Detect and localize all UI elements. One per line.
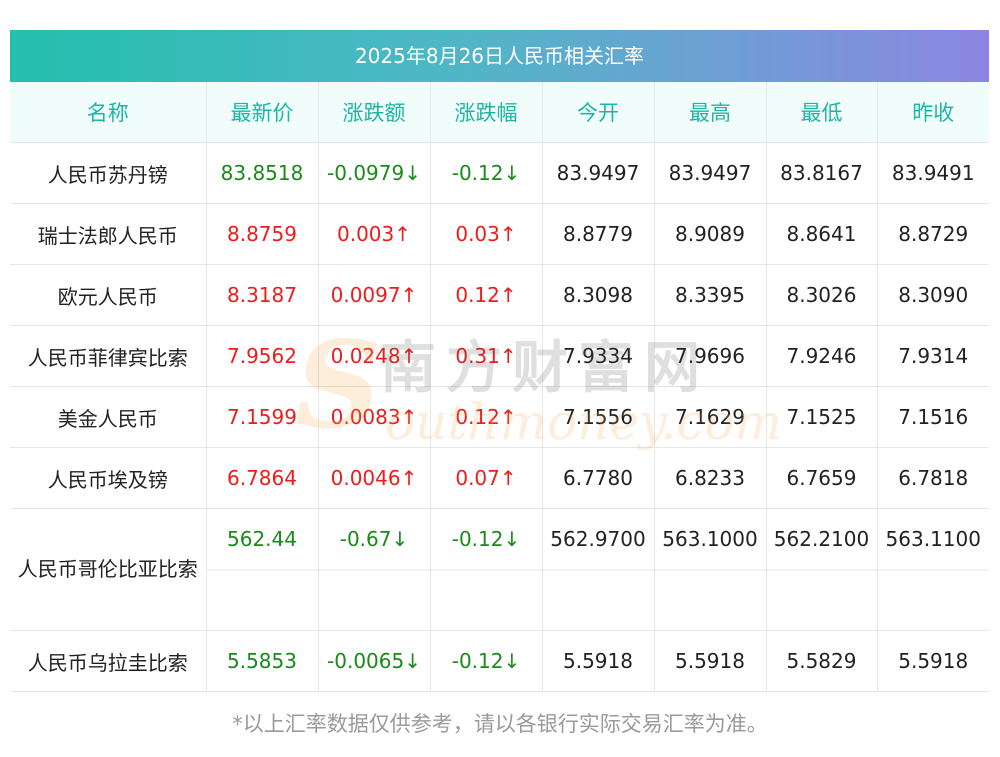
cell-low: 8.3026 xyxy=(766,264,878,326)
disclaimer-footer: *以上汇率数据仅供参考，请以各银行实际交易汇率为准。 xyxy=(232,712,768,736)
cell-prev-close: 5.5918 xyxy=(877,630,989,692)
table-row: 人民币埃及镑 6.7864 0.0046↑ 0.07↑ 6.7780 6.8233 6.76… xyxy=(10,447,989,509)
cell-change-pct: 0.12↑ xyxy=(430,386,543,448)
cell-latest: 7.9562 xyxy=(205,325,319,387)
cell-latest: 83.8518 xyxy=(205,142,319,204)
cell-name: 欧元人民币 xyxy=(10,264,206,326)
header-low: 最低 xyxy=(766,82,878,143)
cell-low: 6.7659 xyxy=(766,447,878,509)
cell-change: -0.67↓ xyxy=(318,508,431,631)
cell-change-pct: -0.12↓ xyxy=(430,508,543,631)
cell-change: 0.0097↑ xyxy=(318,264,431,326)
cell-open: 5.5918 xyxy=(542,630,655,692)
exchange-rate-table: 名称 最新价 涨跌额 涨跌幅 今开 最高 最低 昨收 人民币苏丹镑 83.8518… xyxy=(10,82,989,692)
cell-low: 5.5829 xyxy=(766,630,878,692)
cell-change: 0.0083↑ xyxy=(318,386,431,448)
table-title: 2025年8月26日人民币相关汇率 xyxy=(10,30,989,82)
cell-open: 6.7780 xyxy=(542,447,655,509)
cell-prev-close: 8.8729 xyxy=(877,203,989,265)
table-row: 人民币乌拉圭比索 5.5853 -0.0065↓ -0.12↓ 5.5918 5.5918… xyxy=(10,630,989,692)
cell-name: 人民币埃及镑 xyxy=(10,447,206,509)
table-row: 人民币哥伦比亚比索 562.44 -0.67↓ -0.12↓ 562.9700 563.1… xyxy=(10,508,989,631)
cell-name: 瑞士法郎人民币 xyxy=(10,203,206,265)
header-open: 今开 xyxy=(542,82,655,143)
cell-open: 562.9700 xyxy=(542,508,655,631)
cell-name: 美金人民币 xyxy=(10,386,206,448)
cell-change: -0.0979↓ xyxy=(318,142,431,204)
table-row: 瑞士法郎人民币 8.8759 0.003↑ 0.03↑ 8.8779 8.9089 8.86… xyxy=(10,203,989,265)
header-prev-close: 昨收 xyxy=(877,82,989,143)
header-name: 名称 xyxy=(10,82,207,143)
cell-high: 83.9497 xyxy=(654,142,767,204)
cell-change: 0.0046↑ xyxy=(318,447,431,509)
cell-change-pct: 0.03↑ xyxy=(430,203,543,265)
cell-name: 人民币哥伦比亚比索 xyxy=(10,508,206,631)
header-row: 名称 最新价 涨跌额 涨跌幅 今开 最高 最低 昨收 xyxy=(10,82,989,143)
header-high: 最高 xyxy=(654,82,767,143)
cell-prev-close: 563.1100 xyxy=(877,508,989,631)
cell-low: 7.9246 xyxy=(766,325,878,387)
table-row: 美金人民币 7.1599 0.0083↑ 0.12↑ 7.1556 7.1629 7.152… xyxy=(10,386,989,448)
cell-high: 8.9089 xyxy=(654,203,767,265)
cell-latest: 8.3187 xyxy=(205,264,319,326)
cell-high: 563.1000 xyxy=(654,508,767,631)
cell-change: -0.0065↓ xyxy=(318,630,431,692)
cell-latest: 6.7864 xyxy=(205,447,319,509)
cell-high: 6.8233 xyxy=(654,447,767,509)
cell-low: 83.8167 xyxy=(766,142,878,204)
header-latest: 最新价 xyxy=(206,82,319,143)
cell-open: 8.8779 xyxy=(542,203,655,265)
cell-high: 5.5918 xyxy=(654,630,767,692)
cell-change-pct: 0.07↑ xyxy=(430,447,543,509)
table-row: 人民币菲律宾比索 7.9562 0.0248↑ 0.31↑ 7.9334 7.9696 7.… xyxy=(10,325,989,387)
cell-open: 83.9497 xyxy=(542,142,655,204)
cell-change: 0.0248↑ xyxy=(318,325,431,387)
rate-table-container: 2025年8月26日人民币相关汇率 名称 最新价 涨跌额 涨跌幅 今开 最高 最… xyxy=(10,30,989,692)
cell-change: 0.003↑ xyxy=(318,203,431,265)
cell-low: 7.1525 xyxy=(766,386,878,448)
cell-latest: 5.5853 xyxy=(205,630,319,692)
cell-change-pct: 0.12↑ xyxy=(430,264,543,326)
cell-latest: 562.44 xyxy=(205,508,319,631)
header-change: 涨跌额 xyxy=(318,82,431,143)
cell-low: 8.8641 xyxy=(766,203,878,265)
cell-high: 7.1629 xyxy=(654,386,767,448)
cell-high: 7.9696 xyxy=(654,325,767,387)
cell-low: 562.2100 xyxy=(766,508,878,631)
cell-name: 人民币苏丹镑 xyxy=(10,142,206,204)
cell-change-pct: 0.31↑ xyxy=(430,325,543,387)
table-row: 欧元人民币 8.3187 0.0097↑ 0.12↑ 8.3098 8.3395 8.302… xyxy=(10,264,989,326)
cell-change-pct: -0.12↓ xyxy=(430,630,543,692)
cell-open: 8.3098 xyxy=(542,264,655,326)
cell-change-pct: -0.12↓ xyxy=(430,142,543,204)
cell-prev-close: 83.9491 xyxy=(877,142,989,204)
cell-prev-close: 7.1516 xyxy=(877,386,989,448)
cell-high: 8.3395 xyxy=(654,264,767,326)
table-row: 人民币苏丹镑 83.8518 -0.0979↓ -0.12↓ 83.9497 83.949… xyxy=(10,142,989,204)
cell-prev-close: 8.3090 xyxy=(877,264,989,326)
cell-latest: 7.1599 xyxy=(205,386,319,448)
cell-name: 人民币菲律宾比索 xyxy=(10,325,206,387)
cell-prev-close: 6.7818 xyxy=(877,447,989,509)
cell-name: 人民币乌拉圭比索 xyxy=(10,630,206,692)
cell-latest: 8.8759 xyxy=(205,203,319,265)
cell-open: 7.9334 xyxy=(542,325,655,387)
header-change-pct: 涨跌幅 xyxy=(430,82,543,143)
cell-prev-close: 7.9314 xyxy=(877,325,989,387)
cell-open: 7.1556 xyxy=(542,386,655,448)
